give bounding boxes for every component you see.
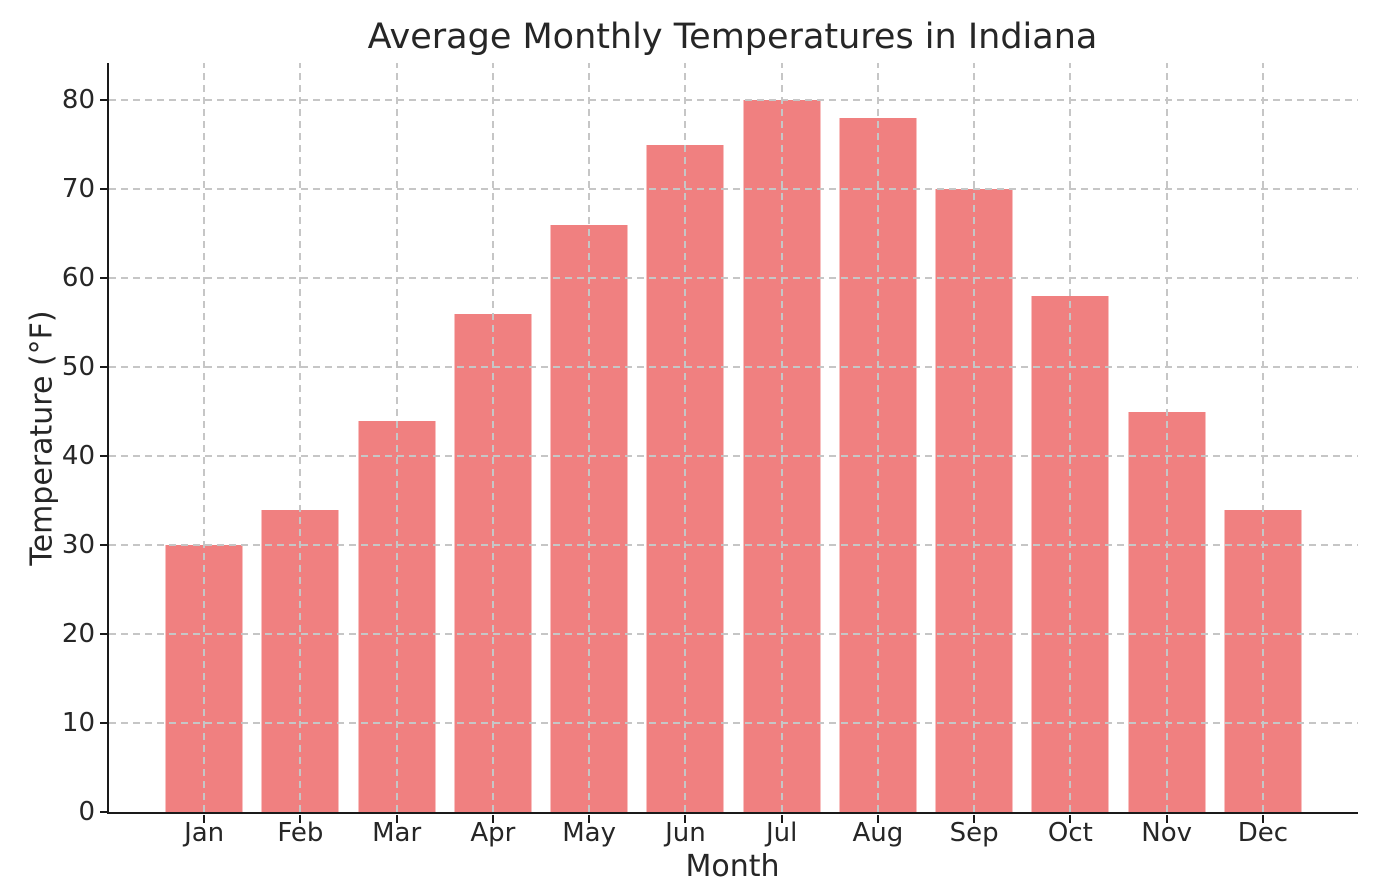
bar-slot-nov: Nov <box>1119 63 1215 848</box>
y-tick-label: 30 <box>61 530 95 561</box>
bar-apr <box>454 313 532 812</box>
x-axis-tick <box>491 814 494 823</box>
x-tick-label: Jan <box>184 818 225 848</box>
y-tick-label: 0 <box>78 797 95 827</box>
bar-slot-jul: Jul <box>734 63 830 848</box>
x-tick-label: Feb <box>277 818 324 848</box>
bar-jun <box>646 144 724 812</box>
bar-slot-jan: Jan <box>156 63 252 848</box>
y-tick-label: 70 <box>61 174 95 205</box>
x-axis-tick <box>203 814 206 823</box>
x-tick-label: Sep <box>949 818 999 848</box>
x-axis-tick <box>780 814 783 823</box>
x-tick-label: May <box>562 818 617 848</box>
x-tick-label: Oct <box>1047 818 1093 848</box>
bar-slot-feb: Feb <box>252 63 348 848</box>
bar-slot-may: May <box>541 63 637 848</box>
x-axis-tick <box>395 814 398 823</box>
x-axis-tick <box>876 814 879 823</box>
bar-slot-jun: Jun <box>637 63 733 848</box>
bar-aug <box>839 118 917 812</box>
y-axis-tick <box>99 277 107 280</box>
bar-oct <box>1031 296 1109 812</box>
bar-feb <box>261 509 339 812</box>
bar-slot-oct: Oct <box>1022 63 1118 848</box>
y-axis-tick <box>99 99 107 102</box>
bar-jul <box>743 100 821 812</box>
plot-area: Jan Feb Mar Apr May Jun Jul Aug Sep Oct Nov Dec 0 10… <box>62 63 1358 848</box>
bar-sep <box>935 189 1013 812</box>
x-axis-tick <box>1261 814 1264 823</box>
x-axis-tick <box>299 814 302 823</box>
y-axis-tick <box>99 188 107 191</box>
x-tick-label: Jun <box>665 818 706 848</box>
bar-jan <box>165 545 243 812</box>
x-tick-label: Aug <box>852 818 904 848</box>
x-tick-label: Jul <box>765 818 798 848</box>
chart-title: Average Monthly Temperatures in Indiana <box>367 17 1098 57</box>
y-axis-label: Temperature (°F) <box>24 310 60 566</box>
bar-slot-apr: Apr <box>445 63 541 848</box>
y-tick-label: 50 <box>61 352 95 383</box>
y-axis-tick <box>99 722 107 725</box>
x-tick-label: Apr <box>470 818 516 848</box>
bar-slot-sep: Sep <box>926 63 1022 848</box>
y-axis-tick <box>99 811 107 813</box>
x-tick-label: Mar <box>372 818 422 848</box>
bar-dec <box>1224 509 1302 812</box>
bar-slot-mar: Mar <box>349 63 445 848</box>
x-tick-label: Dec <box>1237 818 1289 848</box>
x-axis-tick <box>1069 814 1072 823</box>
y-axis-tick <box>99 633 107 636</box>
y-axis-tick <box>99 366 107 369</box>
y-axis-tick <box>99 455 107 458</box>
y-tick-label: 10 <box>61 708 95 739</box>
y-tick-label: 80 <box>61 85 95 116</box>
bar-mar <box>358 420 436 812</box>
x-axis-tick <box>973 814 976 823</box>
bar-slots: Jan Feb Mar Apr May Jun Jul Aug Sep Oct Nov Dec <box>109 63 1358 848</box>
y-axis-tick <box>99 544 107 547</box>
y-tick-label: 60 <box>61 263 95 294</box>
bar-slot-dec: Dec <box>1215 63 1311 848</box>
y-tick-label: 40 <box>61 441 95 472</box>
y-tick-label: 20 <box>61 619 95 650</box>
x-tick-label: Nov <box>1141 818 1192 848</box>
x-axis-tick <box>684 814 687 823</box>
x-axis-tick <box>1165 814 1168 823</box>
bar-slot-aug: Aug <box>830 63 926 848</box>
bar-nov <box>1128 411 1206 812</box>
bar-may <box>550 224 628 812</box>
x-axis-tick <box>588 814 591 823</box>
x-axis-label: Month <box>685 849 780 884</box>
